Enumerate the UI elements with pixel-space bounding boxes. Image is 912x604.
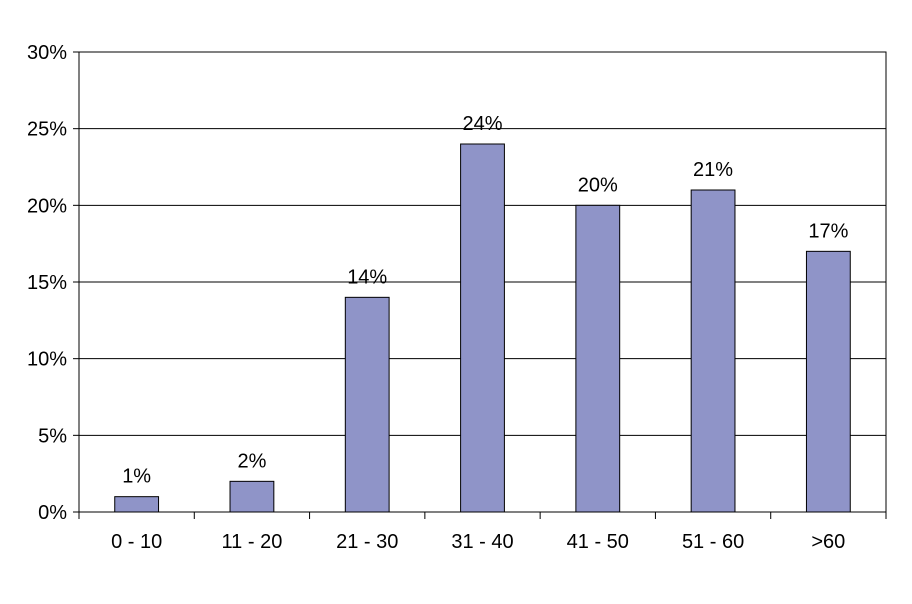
data-label: 21% — [693, 159, 733, 181]
bar — [114, 496, 160, 513]
labels: 0% 5% 10% 15% 20% 25% 30% 1% 0 - 10 2% 11 - 20 14% 2… — [27, 42, 849, 553]
y-tick-label: 10% — [27, 349, 67, 371]
x-category-label: 41 - 50 — [567, 531, 629, 553]
y-tick-label: 5% — [38, 425, 67, 447]
x-category-label: 31 - 40 — [451, 531, 513, 553]
x-category-label: 51 - 60 — [682, 531, 744, 553]
data-label: 1% — [122, 466, 151, 488]
y-tick-label: 15% — [27, 272, 67, 294]
y-tick-label: 20% — [27, 195, 67, 217]
data-label: 2% — [237, 450, 266, 472]
bar — [344, 296, 390, 513]
bar — [575, 204, 621, 513]
x-category-label: 0 - 10 — [111, 531, 162, 553]
data-label: 20% — [578, 174, 618, 196]
y-tick-label: 30% — [27, 42, 67, 64]
bars — [114, 143, 851, 513]
data-label: 24% — [462, 113, 502, 135]
y-tick-label: 0% — [38, 502, 67, 524]
data-label: 17% — [808, 220, 848, 242]
axes — [73, 51, 887, 519]
bar — [229, 480, 275, 513]
bar — [460, 143, 505, 513]
data-label: 14% — [347, 266, 387, 288]
bar — [690, 189, 736, 513]
x-category-label: 21 - 30 — [336, 531, 398, 553]
bar — [805, 250, 851, 513]
y-tick-label: 25% — [27, 119, 67, 141]
x-category-label: >60 — [811, 531, 845, 553]
x-category-label: 11 - 20 — [222, 531, 283, 553]
